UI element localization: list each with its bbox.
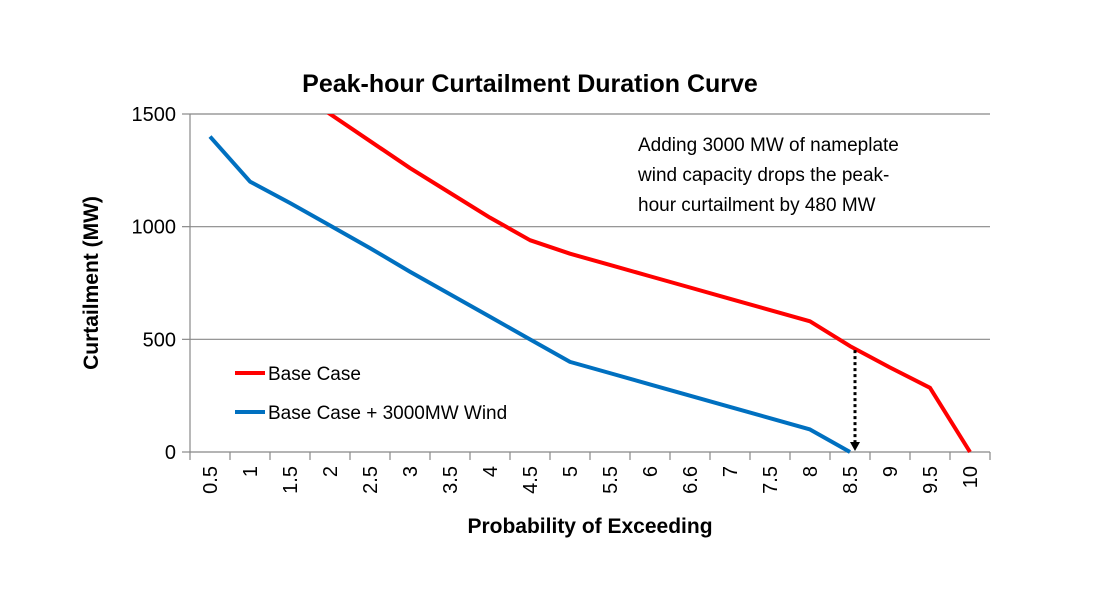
x-tick-label: 4.5	[520, 466, 542, 494]
x-tick-label: 3	[400, 466, 422, 477]
x-tick-label: 5	[560, 466, 582, 477]
annotation-line-2: wind capacity drops the peak-	[637, 165, 889, 186]
x-tick-label: 1.5	[280, 466, 302, 494]
arrow-head-icon	[850, 442, 860, 451]
x-tick-label: 7.5	[760, 466, 782, 494]
x-tick-label: 4	[480, 466, 502, 477]
x-tick-label: 9.5	[920, 466, 942, 494]
y-tick-label: 500	[143, 329, 176, 351]
y-axis-title: Curtailment (MW)	[80, 196, 103, 370]
series-line-base-case	[326, 114, 972, 454]
x-tick-label: 10	[960, 466, 982, 488]
x-tick-label: 3.5	[440, 466, 462, 494]
x-tick-label: 2.5	[360, 466, 382, 494]
x-tick-label: 9	[880, 466, 902, 477]
x-axis-title: Probability of Exceeding	[467, 515, 712, 538]
x-tick-label: 8	[800, 466, 822, 477]
chart-title: Peak-hour Curtailment Duration Curve	[302, 70, 758, 98]
annotation-line-3: hour curtailment by 480 MW	[638, 195, 876, 216]
x-tick-label: 2	[320, 466, 342, 477]
x-tick-label: 8.5	[840, 466, 862, 494]
series-line-wind	[208, 135, 851, 454]
y-tick-label: 1000	[132, 217, 177, 239]
x-tick-label: 6	[640, 466, 662, 477]
legend-label-base-case: Base Case	[268, 364, 361, 385]
x-tick-label: 1	[240, 466, 262, 477]
x-tick-label: 7	[720, 466, 742, 477]
x-tick-label: 6.6	[680, 466, 702, 494]
annotation-line-1: Adding 3000 MW of nameplate	[638, 135, 899, 156]
y-tick-label: 0	[165, 442, 176, 464]
y-tick-label: 1500	[132, 104, 177, 126]
x-tick-label: 5.5	[600, 466, 622, 494]
x-tick-label: 0.5	[200, 466, 222, 494]
legend-label-wind: Base Case + 3000MW Wind	[268, 403, 507, 424]
